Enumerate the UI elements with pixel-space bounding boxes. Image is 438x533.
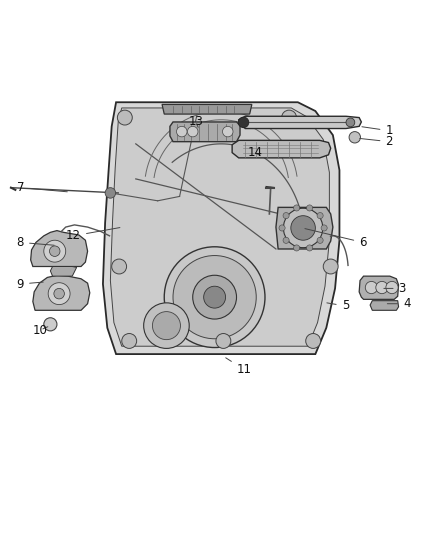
Circle shape <box>193 275 237 319</box>
Circle shape <box>44 318 57 331</box>
Circle shape <box>105 188 116 198</box>
Polygon shape <box>359 276 399 300</box>
Circle shape <box>346 118 355 127</box>
Circle shape <box>293 245 300 251</box>
Circle shape <box>307 205 313 211</box>
Circle shape <box>216 334 231 349</box>
Text: 12: 12 <box>66 228 120 243</box>
Circle shape <box>187 126 198 137</box>
Circle shape <box>279 225 285 231</box>
Polygon shape <box>50 266 77 276</box>
Text: 13: 13 <box>188 116 203 128</box>
Circle shape <box>306 334 321 349</box>
Circle shape <box>283 237 289 244</box>
Circle shape <box>204 286 226 308</box>
Circle shape <box>349 132 360 143</box>
Polygon shape <box>31 231 88 266</box>
Circle shape <box>283 213 289 219</box>
Polygon shape <box>170 122 240 142</box>
Circle shape <box>223 126 233 137</box>
Circle shape <box>317 213 323 219</box>
Text: 5: 5 <box>327 300 349 312</box>
Text: 2: 2 <box>360 135 393 148</box>
Circle shape <box>317 237 323 244</box>
Polygon shape <box>276 207 333 249</box>
Text: 4: 4 <box>387 297 410 310</box>
Circle shape <box>291 216 315 240</box>
Text: 3: 3 <box>384 282 406 295</box>
Circle shape <box>44 240 66 262</box>
Circle shape <box>238 117 249 128</box>
Text: 14: 14 <box>247 146 262 159</box>
Circle shape <box>323 259 338 274</box>
Circle shape <box>386 281 398 294</box>
Circle shape <box>321 225 327 231</box>
Circle shape <box>307 245 313 251</box>
Circle shape <box>122 334 137 349</box>
Text: 9: 9 <box>17 278 43 290</box>
Circle shape <box>282 110 297 125</box>
Text: 11: 11 <box>226 358 251 376</box>
Circle shape <box>164 247 265 348</box>
Polygon shape <box>162 104 252 114</box>
Circle shape <box>48 282 70 304</box>
Polygon shape <box>239 116 361 128</box>
Circle shape <box>112 259 127 274</box>
Circle shape <box>173 255 256 339</box>
Polygon shape <box>370 301 399 310</box>
Text: 10: 10 <box>33 324 48 336</box>
Circle shape <box>283 208 323 248</box>
Text: 8: 8 <box>17 236 54 249</box>
Circle shape <box>117 110 132 125</box>
Text: 7: 7 <box>17 181 67 194</box>
Circle shape <box>376 281 388 294</box>
Polygon shape <box>232 140 331 158</box>
Circle shape <box>49 246 60 256</box>
Circle shape <box>365 281 378 294</box>
Polygon shape <box>110 108 329 346</box>
Circle shape <box>54 288 64 299</box>
Circle shape <box>144 303 189 349</box>
Text: 1: 1 <box>362 124 393 137</box>
Text: 6: 6 <box>305 229 367 249</box>
Circle shape <box>177 126 187 137</box>
Polygon shape <box>33 275 90 310</box>
Circle shape <box>293 205 300 211</box>
Polygon shape <box>103 102 339 354</box>
Circle shape <box>152 312 180 340</box>
